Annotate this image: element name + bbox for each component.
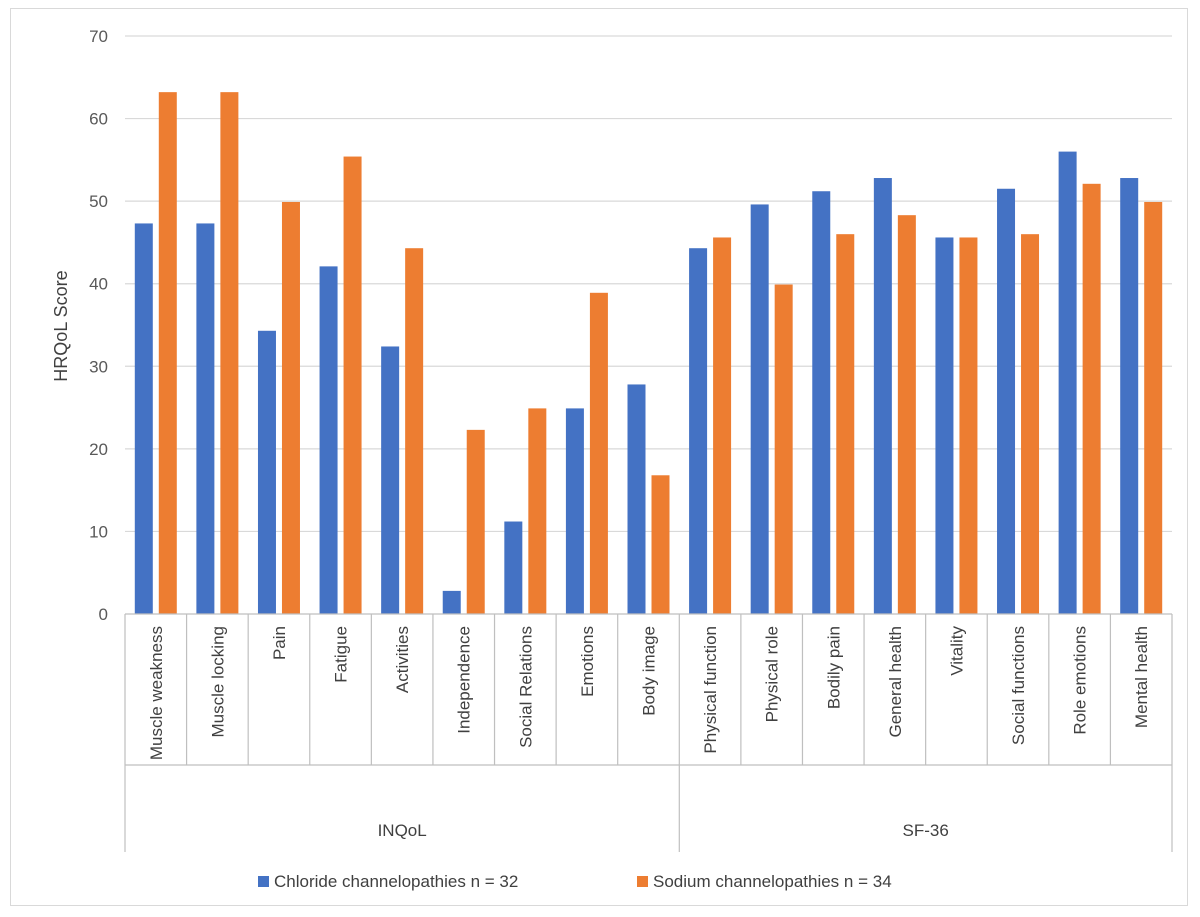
bar-sodium	[158, 92, 177, 615]
bar-chloride	[873, 178, 892, 614]
bar-chloride	[134, 223, 153, 615]
category-label: Pain	[270, 626, 289, 660]
legend-label: Chloride channelopathies n = 32	[274, 872, 518, 891]
category-label: Physical role	[763, 626, 782, 722]
group-label: SF-36	[902, 821, 948, 840]
category-label: Muscle locking	[208, 626, 227, 738]
bar-sodium	[959, 237, 978, 614]
bar-sodium	[1144, 201, 1163, 614]
bar-sodium	[281, 201, 300, 614]
category-label: Muscle weakness	[147, 626, 166, 760]
group-label: INQoL	[378, 821, 427, 840]
bar-sodium	[405, 248, 424, 615]
bar-sodium	[1082, 183, 1101, 614]
category-label: Vitality	[947, 626, 966, 676]
bar-sodium	[836, 234, 855, 614]
bar-sodium	[466, 429, 485, 614]
y-tick-label: 30	[89, 357, 108, 376]
bar-chloride	[1120, 178, 1139, 614]
bar-sodium	[528, 408, 547, 614]
category-label: Social Relations	[516, 626, 535, 748]
bar-chloride	[565, 408, 584, 614]
bar-sodium	[589, 292, 608, 614]
legend-swatch	[637, 876, 648, 887]
category-label: Fatigue	[332, 626, 351, 683]
bars	[134, 92, 1163, 615]
bar-sodium	[897, 215, 916, 614]
category-labels: Muscle weakness Muscle locking Pain Fatigue…	[147, 626, 1151, 761]
category-label: Emotions	[578, 626, 597, 697]
bar-chloride	[750, 204, 769, 614]
bar-sodium	[343, 156, 362, 614]
y-tick-label: 60	[89, 110, 108, 129]
bar-chloride	[381, 346, 400, 614]
y-tick-label: 70	[89, 27, 108, 46]
y-axis-title: HRQoL Score	[51, 270, 71, 381]
legend-label: Sodium channelopathies n = 34	[653, 872, 892, 891]
category-label: Role emotions	[1071, 626, 1090, 735]
bar-chloride	[1058, 151, 1077, 614]
axes	[124, 613, 1173, 852]
bar-chloride	[319, 266, 338, 614]
bar-sodium	[774, 284, 793, 614]
bar-sodium	[713, 237, 732, 614]
bar-chloride	[196, 223, 215, 615]
category-label: Bodily pain	[824, 626, 843, 709]
y-tick-label: 0	[99, 605, 108, 624]
bar-chloride	[504, 521, 523, 614]
bar-chloride	[627, 384, 646, 614]
category-label: Mental health	[1132, 626, 1151, 728]
y-tick-label: 10	[89, 522, 108, 541]
bar-sodium	[651, 475, 670, 614]
category-label: Independence	[455, 626, 474, 734]
legend-swatch	[258, 876, 269, 887]
category-label: General health	[886, 626, 905, 738]
category-label: Body image	[640, 626, 659, 716]
bar-chloride	[689, 248, 708, 615]
bar-chloride	[997, 188, 1016, 614]
bar-chloride	[442, 590, 461, 614]
bar-sodium	[1021, 234, 1040, 614]
bar-chloride	[935, 237, 954, 614]
y-tick-label: 20	[89, 440, 108, 459]
group-labels: INQoL SF-36	[378, 821, 949, 840]
category-label: Activities	[393, 626, 412, 693]
legend: Chloride channelopathies n = 32 Sodium ch…	[258, 872, 892, 891]
y-tick-label: 50	[89, 192, 108, 211]
category-label: Social functions	[1009, 626, 1028, 745]
bar-chloride	[257, 330, 276, 614]
category-label: Physical function	[701, 626, 720, 754]
bar-chloride	[812, 191, 831, 614]
bar-sodium	[220, 92, 239, 615]
y-tick-labels: 0 10 20 30 40 50 60 70	[89, 27, 108, 624]
y-tick-label: 40	[89, 275, 108, 294]
